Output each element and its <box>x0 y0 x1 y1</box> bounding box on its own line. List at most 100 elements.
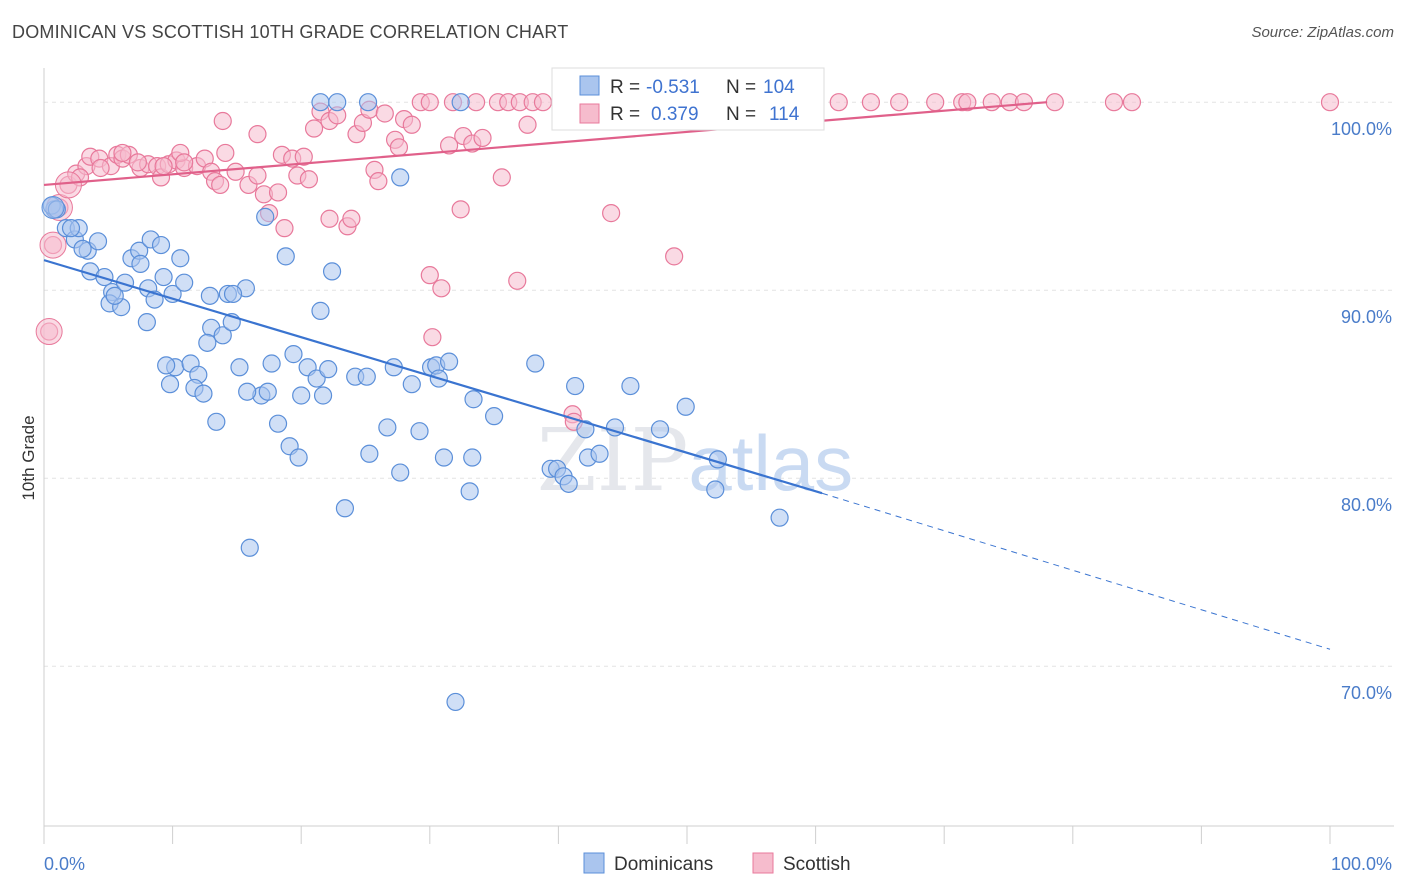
legend-r-label-2: R = <box>610 104 640 125</box>
dominicans-point-27 <box>223 284 243 304</box>
legend-item-dominicans: Dominicans <box>614 854 713 875</box>
legend-n-label-2: N = <box>726 104 756 125</box>
scottish-point-106 <box>423 328 442 347</box>
scottish-point-30 <box>268 183 288 202</box>
dominicans-point-54 <box>439 352 459 371</box>
dominicans-point-55 <box>464 390 483 409</box>
scottish-point-113 <box>154 157 173 176</box>
y-tick-label-1: 90.0% <box>1341 307 1392 327</box>
dominicans-point-19 <box>151 235 171 255</box>
scottish-point-24 <box>216 143 235 163</box>
scottish-point-85 <box>890 93 909 112</box>
dominicans-point-30 <box>213 326 232 345</box>
dominicans-point-6 <box>88 232 108 251</box>
dominicans-point-29 <box>198 333 217 352</box>
scottish-points <box>35 93 1340 431</box>
scottish-point-98 <box>320 209 339 228</box>
scottish-point-84 <box>861 93 880 112</box>
dominicans-point-41 <box>258 382 277 401</box>
scottish-point-83 <box>829 93 848 112</box>
scottish-point-92 <box>1045 93 1064 112</box>
scottish-point-101 <box>508 271 527 290</box>
scottish-point-55 <box>439 136 459 155</box>
scottish-point-93 <box>1104 93 1124 112</box>
scottish-point-63 <box>492 168 511 187</box>
dominicans-point-56 <box>485 407 504 426</box>
dominicans-point-58 <box>566 376 585 396</box>
dominicans-point-89 <box>311 301 330 320</box>
source-label: Source: ZipAtlas.com <box>1251 24 1394 41</box>
dominicans-point-86 <box>446 692 465 712</box>
scottish-point-94 <box>1122 93 1142 112</box>
legend-swatch-pink <box>579 103 600 124</box>
dominicans-point-66 <box>391 463 410 482</box>
dominicans-point-24 <box>200 286 219 305</box>
legend-n-value-2: 114 <box>769 104 800 125</box>
dominicans-point-102 <box>238 382 257 401</box>
scottish-point-37 <box>304 119 324 138</box>
trend-lines <box>43 101 1331 650</box>
dominicans-trend-extension <box>821 492 1331 650</box>
scottish-large-point-3 <box>54 171 82 199</box>
dominicans-point-45 <box>313 386 333 405</box>
legend-swatch-blue <box>579 75 600 96</box>
dominicans-point-90 <box>322 262 342 281</box>
scottish-point-50 <box>389 138 409 157</box>
scottish-point-110 <box>91 158 110 178</box>
dominicans-point-7 <box>73 239 92 258</box>
scottish-point-35 <box>299 170 319 189</box>
scottish-point-61 <box>473 128 492 148</box>
scottish-large-point-1 <box>39 231 67 259</box>
scottish-point-103 <box>665 247 684 266</box>
scottish-point-111 <box>113 143 132 163</box>
dominicans-point-92 <box>358 93 378 112</box>
dominicans-point-75 <box>590 444 609 463</box>
legend-item-scottish-swatch <box>752 852 774 874</box>
scottish-point-36 <box>275 219 294 238</box>
scottish-point-66 <box>518 115 537 134</box>
dominicans-point-81 <box>706 480 725 499</box>
scottish-point-102 <box>602 204 621 223</box>
legend-item-dominicans-swatch <box>583 852 605 874</box>
y-tick-labels: 100.0% 90.0% 80.0% 70.0% <box>1331 119 1392 703</box>
dominicans-point-79 <box>676 397 695 416</box>
legend-item-scottish: Scottish <box>783 854 851 875</box>
scottish-point-34 <box>294 147 313 166</box>
scottish-point-47 <box>369 172 388 191</box>
dominicans-point-84 <box>335 499 355 518</box>
scottish-point-96 <box>248 125 267 144</box>
dominicans-point-15 <box>131 254 150 273</box>
scottish-point-25 <box>226 162 245 181</box>
legend-n-label-1: N = <box>726 77 756 98</box>
dominicans-point-64 <box>360 444 379 463</box>
legend-r-value-2: 0.379 <box>651 104 699 125</box>
dominicans-point-60 <box>207 412 226 431</box>
dominicans-point-97 <box>61 219 81 238</box>
dominicans-point-95 <box>451 93 470 112</box>
scottish-point-68 <box>533 93 553 112</box>
dominicans-point-87 <box>256 207 275 226</box>
dominicans-point-82 <box>770 508 789 527</box>
dominicans-point-85 <box>240 538 259 557</box>
dominicans-point-76 <box>576 420 595 439</box>
stats-legend: R = -0.531 N = 104 R = 0.379 N = 114 <box>551 67 825 131</box>
axes <box>43 68 1394 844</box>
dominicans-point-88 <box>276 247 295 266</box>
dominicans-point-100 <box>157 356 176 375</box>
x-tick-labels: 0.0% 100.0% <box>44 854 1392 874</box>
x-tick-label-0: 0.0% <box>44 854 85 874</box>
dominicans-trend-line <box>43 259 823 495</box>
scottish-point-54 <box>420 93 439 112</box>
dominicans-point-91 <box>391 168 410 187</box>
scottish-point-60 <box>466 93 486 112</box>
dominicans-point-63 <box>289 448 308 467</box>
scottish-point-91 <box>1014 93 1034 112</box>
dominicans-point-39 <box>262 354 281 373</box>
dominicans-point-20 <box>154 267 173 287</box>
dominicans-point-57 <box>526 354 545 373</box>
dominicans-point-50 <box>402 375 421 394</box>
dominicans-point-59 <box>621 376 640 396</box>
scottish-point-52 <box>402 115 421 134</box>
dominicans-point-35 <box>160 375 180 394</box>
